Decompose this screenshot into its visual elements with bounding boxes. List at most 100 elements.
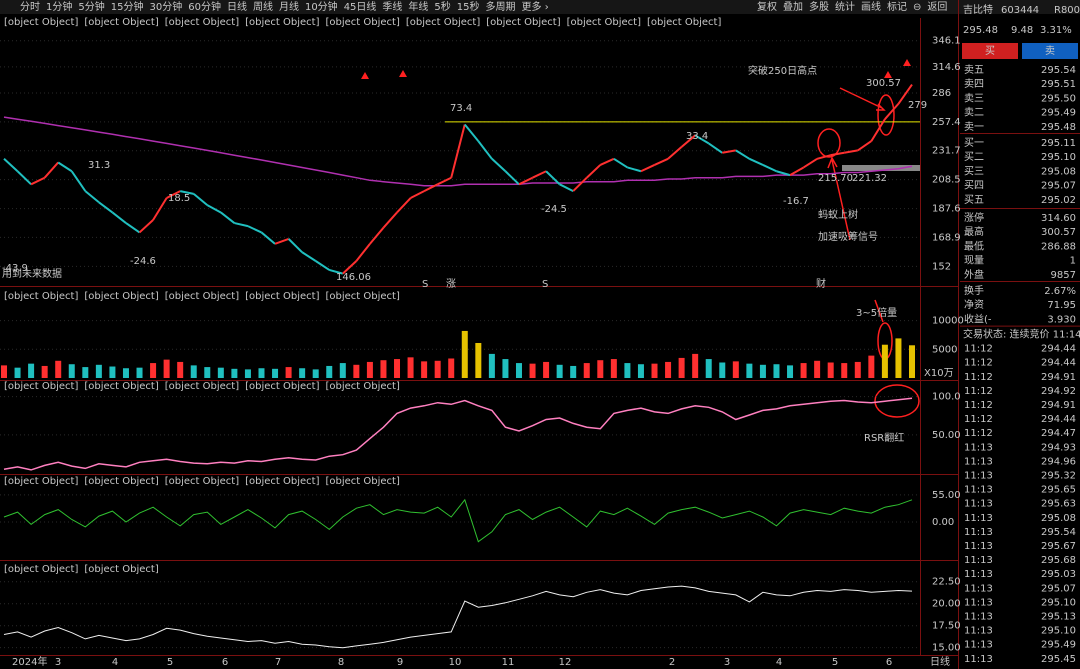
stat-value: 71.95 xyxy=(1047,300,1076,311)
highlight-circle xyxy=(877,94,895,136)
index-line xyxy=(3,585,913,649)
panel-header: [object Object] xyxy=(326,17,400,28)
tick-time: 11:13 xyxy=(964,485,993,496)
arrow xyxy=(874,299,884,323)
price-segment xyxy=(179,190,194,195)
price-segment xyxy=(98,201,114,214)
volume-bar xyxy=(244,369,251,378)
period-button[interactable]: 15秒 xyxy=(457,0,480,13)
panel-header: [object Object] xyxy=(245,17,319,28)
tool-button[interactable]: 标记 xyxy=(887,1,907,13)
tick-time: 11:13 xyxy=(964,612,993,623)
tick-time: 11:13 xyxy=(964,569,993,580)
period-button[interactable]: 10分钟 xyxy=(305,0,338,13)
period-button[interactable]: 60分钟 xyxy=(188,0,221,13)
price-segment xyxy=(396,197,412,214)
panel-header: [object Object] xyxy=(84,476,158,487)
period-button[interactable]: 1分钟 xyxy=(46,0,72,13)
annotation: 279 xyxy=(908,100,927,111)
volume-bar xyxy=(800,363,807,378)
tool-button[interactable]: 统计 xyxy=(835,0,855,13)
x-tick-label: 8 xyxy=(338,657,344,668)
highlight-circle xyxy=(817,128,841,158)
stat-label: 收益(- xyxy=(964,312,992,325)
tool-button[interactable]: 叠加 xyxy=(783,1,803,13)
price-segment xyxy=(491,158,507,172)
stock-name: 吉比特 xyxy=(963,4,993,16)
sell-button-label[interactable]: 卖 xyxy=(1045,45,1055,57)
price-segment xyxy=(627,166,642,173)
price-segment xyxy=(477,140,493,160)
period-button[interactable]: 多周期 xyxy=(486,0,516,13)
price-segment xyxy=(464,123,480,142)
price-segment xyxy=(572,177,588,192)
period-button[interactable]: 日线 xyxy=(227,0,247,13)
panel-header: [object Object] xyxy=(165,381,239,392)
x-tick-label: 4 xyxy=(112,657,118,668)
volume-bar xyxy=(407,357,414,378)
annotation: -24.6 xyxy=(130,256,156,267)
price-segment xyxy=(437,176,452,186)
tick-time: 11:13 xyxy=(964,471,993,482)
tool-button[interactable]: ⊖ xyxy=(913,2,921,13)
period-button[interactable]: 15分钟 xyxy=(111,0,144,13)
tick-price: 295.10 xyxy=(1041,597,1076,608)
price-segment xyxy=(708,142,723,154)
book-price: 295.50 xyxy=(1041,93,1076,104)
volume-bar xyxy=(122,368,129,378)
period-button[interactable]: 更多 › xyxy=(522,0,549,13)
volume-bar xyxy=(705,359,712,378)
tick-time: 11:13 xyxy=(964,456,993,467)
price-segment xyxy=(748,157,764,166)
stock-code: 603444 xyxy=(1001,5,1039,16)
price-segment xyxy=(355,243,371,262)
volume-bar xyxy=(1,365,7,378)
volume-bar xyxy=(163,359,170,378)
volume-bar xyxy=(841,363,848,378)
tool-button[interactable]: 画线 xyxy=(861,0,881,13)
x-tick-label: 10 xyxy=(449,657,462,668)
annotation: -24.5 xyxy=(541,204,567,215)
stat-label: 外盘 xyxy=(964,268,984,281)
buy-button[interactable] xyxy=(962,43,1018,59)
tool-button[interactable]: 复权 xyxy=(757,0,777,13)
volume-bar xyxy=(651,363,658,378)
panel-header: [object Object] xyxy=(326,476,400,487)
y-tick-label: 17.50 xyxy=(932,621,961,632)
volume-bar xyxy=(177,361,184,378)
price-segment xyxy=(70,170,87,192)
period-button[interactable]: 年线 xyxy=(408,0,428,13)
volume-bar xyxy=(488,353,495,378)
tick-time: 11:13 xyxy=(964,597,993,608)
period-button[interactable]: 5秒 xyxy=(434,0,450,13)
volume-bar xyxy=(692,353,699,378)
sell-button[interactable] xyxy=(1022,43,1078,59)
period-button[interactable]: 45日线 xyxy=(344,0,377,13)
tool-button[interactable]: 返回 xyxy=(927,1,947,13)
period-button[interactable]: 5分钟 xyxy=(78,0,104,13)
volume-bar xyxy=(502,359,509,378)
volume-bar xyxy=(448,358,455,378)
book-price: 295.48 xyxy=(1041,122,1076,133)
x-tick-label: 2024年 xyxy=(12,655,47,668)
price-segment xyxy=(125,222,141,234)
period-button[interactable]: 周线 xyxy=(253,0,273,13)
stat-value: 2.67% xyxy=(1044,286,1076,297)
period-button[interactable]: 季线 xyxy=(382,0,402,13)
period-button[interactable]: 分时 xyxy=(20,1,40,13)
stock-tag: R800 xyxy=(1054,5,1080,16)
callout: 突破250日高点 xyxy=(748,64,817,77)
price-band xyxy=(842,165,920,171)
price-segment xyxy=(450,124,466,178)
tick-time: 11:13 xyxy=(964,654,993,665)
volume-bar xyxy=(665,361,672,378)
highlight-circle xyxy=(874,384,920,418)
buy-button-label[interactable]: 买 xyxy=(985,45,995,57)
tool-button[interactable]: 多股 xyxy=(809,0,829,13)
period-button[interactable]: 月线 xyxy=(279,0,299,13)
y-tick-label: 5000 xyxy=(932,344,957,355)
period-button[interactable]: 30分钟 xyxy=(149,0,182,13)
volume-bar xyxy=(624,363,631,378)
stat-label: 净资 xyxy=(964,298,984,311)
volume-bar xyxy=(41,365,48,378)
